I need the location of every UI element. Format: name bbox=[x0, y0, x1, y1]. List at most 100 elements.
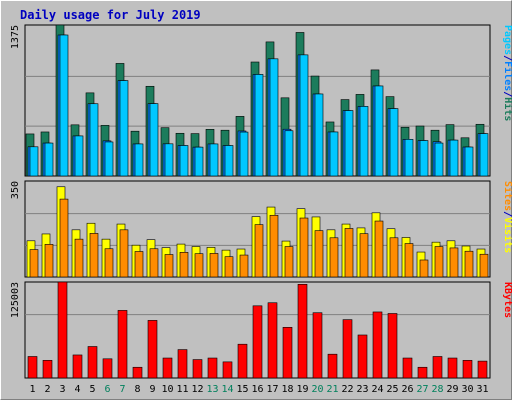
files-bar bbox=[164, 143, 174, 177]
files-bar bbox=[149, 103, 159, 177]
kbytes-bar bbox=[42, 360, 53, 379]
kbytes-bar bbox=[447, 357, 458, 379]
sites-bar bbox=[194, 253, 204, 278]
kbytes-bar bbox=[312, 312, 323, 379]
kbytes-bar bbox=[372, 311, 383, 379]
kbytes-bar bbox=[162, 357, 173, 379]
sites-bar bbox=[419, 259, 429, 278]
kbytes-bar bbox=[432, 356, 443, 379]
sites-bar bbox=[359, 233, 369, 278]
kbytes-bar bbox=[222, 361, 233, 379]
x-tick-label: 23 bbox=[356, 384, 368, 395]
sites-bar bbox=[314, 230, 324, 278]
x-tick-label: 24 bbox=[371, 384, 383, 395]
kbytes-bar bbox=[117, 310, 128, 379]
files-bar bbox=[299, 54, 309, 177]
kbytes-bar bbox=[207, 357, 218, 379]
x-tick-label: 6 bbox=[104, 384, 110, 395]
x-tick-label: 31 bbox=[476, 384, 488, 395]
files-bar bbox=[419, 140, 429, 177]
hits-legend-item: Files bbox=[502, 61, 512, 91]
x-tick-label: 26 bbox=[401, 384, 413, 395]
sites-bar bbox=[374, 220, 384, 278]
sites-bar bbox=[209, 253, 219, 278]
files-bar bbox=[344, 110, 354, 177]
files-bar bbox=[359, 106, 369, 177]
sites-bar bbox=[29, 249, 39, 278]
kbytes-bar bbox=[417, 366, 428, 379]
kbytes-bar bbox=[462, 360, 473, 379]
x-tick-label: 19 bbox=[296, 384, 308, 395]
files-bar bbox=[89, 103, 99, 177]
sites-bar bbox=[149, 248, 159, 278]
visits-legend-item: / bbox=[502, 211, 512, 217]
kbytes-ymax-label: 125003 bbox=[10, 282, 21, 318]
sites-bar bbox=[449, 247, 459, 278]
x-tick-label: 18 bbox=[281, 384, 293, 395]
visits-legend: Sites/Visits bbox=[502, 181, 512, 253]
x-tick-label: 4 bbox=[74, 384, 80, 395]
sites-bar bbox=[119, 229, 129, 278]
sites-bar bbox=[464, 250, 474, 278]
hits-ymax-label: 1375 bbox=[10, 25, 21, 49]
files-bar bbox=[374, 85, 384, 177]
kbytes-bar bbox=[477, 360, 488, 379]
files-bar bbox=[134, 143, 144, 177]
chart-title: Daily usage for July 2019 bbox=[20, 8, 201, 22]
x-tick-label: 16 bbox=[251, 384, 263, 395]
kbytes-bar bbox=[132, 366, 143, 379]
files-bar bbox=[479, 133, 489, 177]
x-tick-label: 13 bbox=[206, 384, 218, 395]
files-bar bbox=[29, 146, 39, 177]
files-bar bbox=[74, 135, 84, 177]
files-bar bbox=[434, 142, 444, 177]
x-tick-label: 14 bbox=[221, 384, 233, 395]
files-bar bbox=[44, 142, 54, 177]
sites-bar bbox=[254, 224, 264, 278]
hits-legend-item: Pages bbox=[502, 25, 512, 55]
sites-bar bbox=[434, 246, 444, 278]
kbytes-bar bbox=[327, 353, 338, 379]
sites-bar bbox=[389, 237, 399, 278]
kbytes-legend-item: KBytes bbox=[502, 282, 512, 318]
files-bar bbox=[239, 131, 249, 177]
kbytes-bar bbox=[357, 334, 368, 379]
x-tick-label: 11 bbox=[176, 384, 188, 395]
files-bar bbox=[224, 145, 234, 177]
sites-bar bbox=[89, 233, 99, 278]
sites-bar bbox=[44, 244, 54, 278]
hits-legend-item: / bbox=[502, 91, 512, 97]
kbytes-bar bbox=[282, 327, 293, 379]
x-tick-label: 27 bbox=[416, 384, 428, 395]
sites-bar bbox=[134, 251, 144, 278]
sites-bar bbox=[269, 214, 279, 278]
x-tick-label: 29 bbox=[446, 384, 458, 395]
x-tick-label: 5 bbox=[89, 384, 95, 395]
sites-bar bbox=[224, 256, 234, 278]
sites-bar bbox=[59, 198, 69, 278]
x-tick-label: 15 bbox=[236, 384, 248, 395]
visits-ymax-label: 350 bbox=[10, 181, 21, 199]
files-bar bbox=[59, 34, 69, 177]
x-tick-label: 28 bbox=[431, 384, 443, 395]
x-tick-label: 12 bbox=[191, 384, 203, 395]
hits-legend: Pages/Files/Hits bbox=[502, 25, 512, 121]
x-tick-label: 8 bbox=[134, 384, 140, 395]
files-bar bbox=[314, 93, 324, 177]
kbytes-bar bbox=[192, 359, 203, 379]
kbytes-bar bbox=[177, 349, 188, 379]
x-tick-label: 3 bbox=[59, 384, 65, 395]
x-tick-label: 2 bbox=[44, 384, 50, 395]
files-bar bbox=[464, 146, 474, 177]
kbytes-bar bbox=[27, 356, 38, 379]
x-tick-label: 30 bbox=[461, 384, 473, 395]
x-tick-label: 21 bbox=[326, 384, 338, 395]
x-tick-label: 1 bbox=[29, 384, 35, 395]
files-bar bbox=[179, 145, 189, 177]
x-tick-label: 10 bbox=[161, 384, 173, 395]
hits-legend-item: / bbox=[502, 55, 512, 61]
x-tick-label: 7 bbox=[119, 384, 125, 395]
sites-bar bbox=[329, 237, 339, 278]
sites-bar bbox=[164, 254, 174, 278]
